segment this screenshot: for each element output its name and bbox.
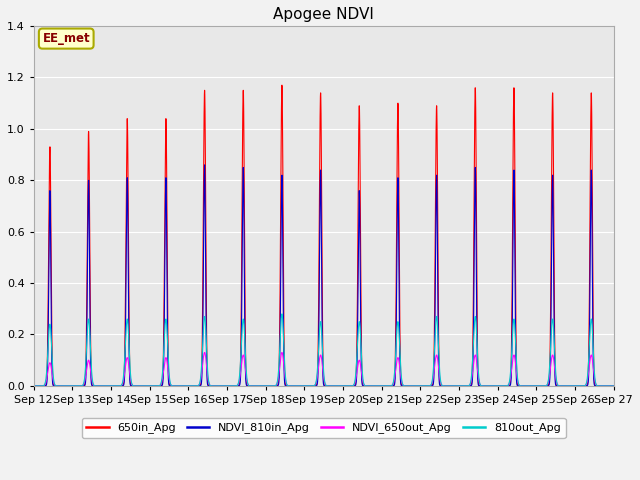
650in_Apg (486, 383, 494, 389)
810out_Apg (68, 383, 76, 389)
Line: 650in_Apg: 650in_Apg (34, 85, 614, 386)
650in_Apg (278, 82, 286, 88)
810out_Apg (154, 383, 162, 389)
NDVI_650out_Apg (68, 383, 76, 389)
NDVI_810in_Apg (486, 383, 494, 389)
NDVI_650out_Apg (247, 383, 255, 389)
810out_Apg (610, 383, 618, 389)
810out_Apg (278, 311, 286, 317)
Line: NDVI_810in_Apg: NDVI_810in_Apg (34, 165, 614, 386)
NDVI_650out_Apg (148, 383, 156, 389)
NDVI_810in_Apg (610, 383, 618, 389)
650in_Apg (30, 383, 38, 389)
NDVI_650out_Apg (486, 383, 494, 389)
NDVI_650out_Apg (30, 383, 38, 389)
NDVI_810in_Apg (201, 162, 209, 168)
Legend: 650in_Apg, NDVI_810in_Apg, NDVI_650out_Apg, 810out_Apg: 650in_Apg, NDVI_810in_Apg, NDVI_650out_A… (82, 418, 566, 438)
NDVI_810in_Apg (148, 383, 156, 389)
650in_Apg (610, 383, 618, 389)
650in_Apg (148, 383, 156, 389)
NDVI_650out_Apg (154, 383, 162, 389)
NDVI_650out_Apg (201, 349, 209, 355)
NDVI_810in_Apg (247, 383, 255, 389)
Line: NDVI_650out_Apg: NDVI_650out_Apg (34, 352, 614, 386)
NDVI_650out_Apg (608, 383, 616, 389)
650in_Apg (608, 383, 616, 389)
650in_Apg (68, 383, 76, 389)
810out_Apg (486, 383, 494, 389)
810out_Apg (30, 383, 38, 389)
810out_Apg (247, 383, 255, 389)
Line: 810out_Apg: 810out_Apg (34, 314, 614, 386)
NDVI_650out_Apg (610, 383, 618, 389)
NDVI_810in_Apg (154, 383, 162, 389)
Title: Apogee NDVI: Apogee NDVI (273, 7, 374, 22)
650in_Apg (154, 383, 162, 389)
650in_Apg (247, 383, 255, 389)
NDVI_810in_Apg (30, 383, 38, 389)
NDVI_650out_Apg (404, 383, 412, 389)
NDVI_810in_Apg (404, 383, 412, 389)
650in_Apg (404, 383, 412, 389)
810out_Apg (148, 383, 156, 389)
Text: EE_met: EE_met (42, 32, 90, 45)
810out_Apg (404, 383, 412, 389)
810out_Apg (608, 383, 616, 389)
NDVI_810in_Apg (68, 383, 76, 389)
NDVI_810in_Apg (608, 383, 616, 389)
